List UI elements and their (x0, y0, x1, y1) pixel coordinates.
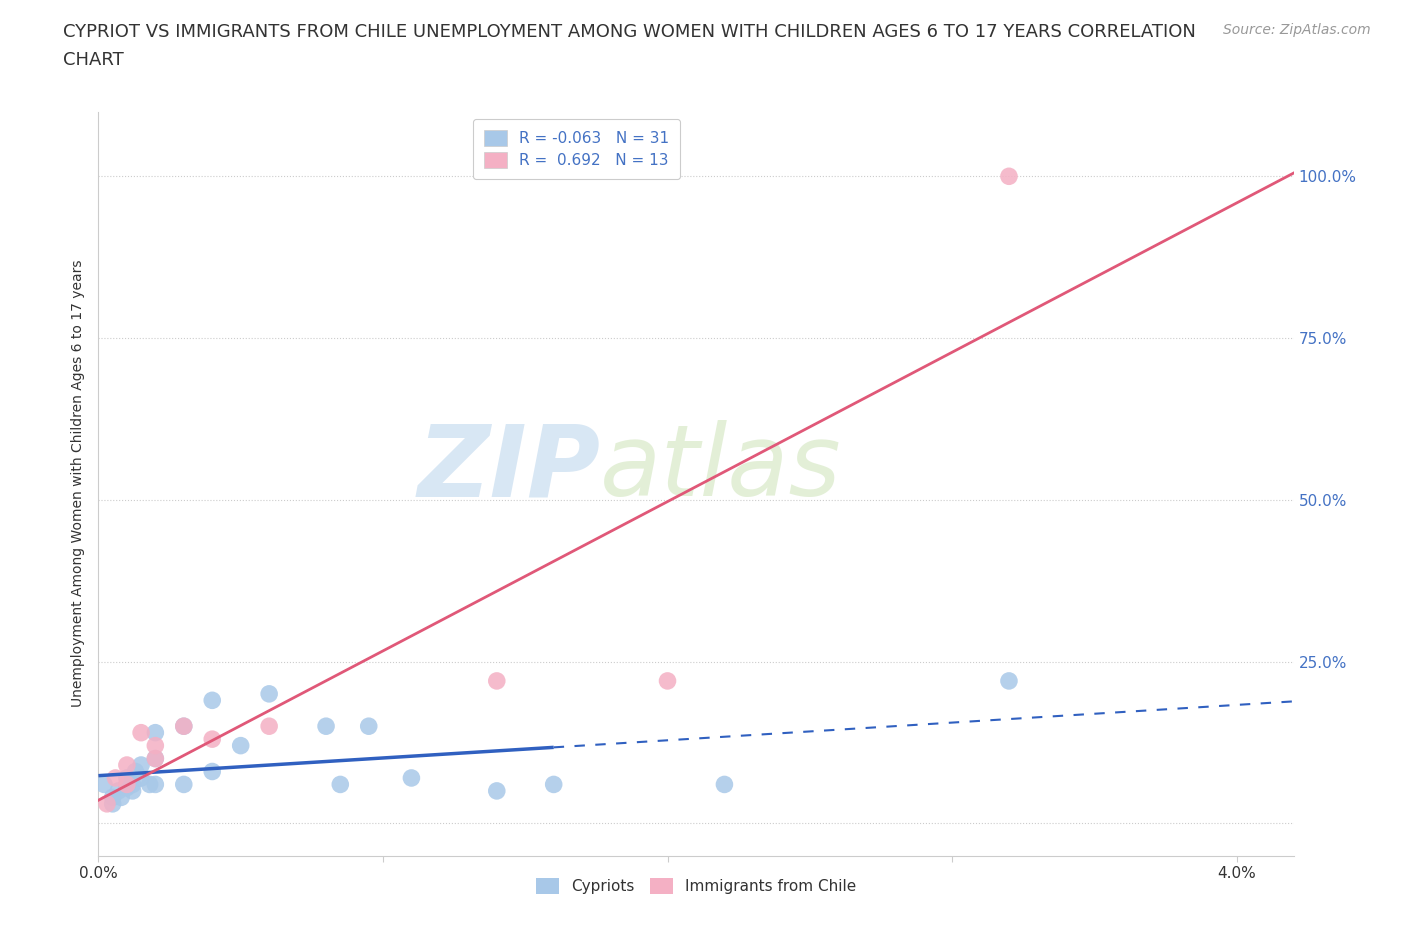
Point (115, 758, 138, 773)
Point (121, 783, 143, 798)
Point (115, 777, 138, 791)
Point (115, 777, 138, 791)
Point (315, 719, 337, 734)
Point (121, 777, 143, 791)
Point (143, 725, 166, 740)
Point (143, 777, 166, 791)
Point (115, 771, 138, 786)
Point (143, 751, 166, 766)
Point (173, 719, 195, 734)
Point (485, 783, 508, 798)
Point (201, 764, 224, 779)
Text: CHART: CHART (63, 51, 124, 69)
Point (124, 764, 146, 779)
Text: atlas: atlas (600, 420, 842, 517)
Point (401, 771, 423, 786)
Point (104, 771, 127, 786)
Point (357, 719, 380, 734)
Point (110, 790, 132, 804)
Point (107, 783, 129, 798)
Point (96, 796, 118, 811)
Point (713, 777, 735, 791)
Text: Source: ZipAtlas.com: Source: ZipAtlas.com (1223, 23, 1371, 37)
Point (138, 777, 160, 791)
Point (657, 673, 679, 688)
Text: CYPRIOT VS IMMIGRANTS FROM CHILE UNEMPLOYMENT AMONG WOMEN WITH CHILDREN AGES 6 T: CYPRIOT VS IMMIGRANTS FROM CHILE UNEMPLO… (63, 23, 1197, 41)
Point (115, 780, 138, 795)
Point (173, 777, 195, 791)
Point (143, 751, 166, 766)
Point (485, 673, 508, 688)
Point (129, 725, 152, 740)
Point (101, 790, 124, 804)
Point (229, 738, 252, 753)
Point (129, 771, 152, 786)
Point (201, 732, 224, 747)
Point (201, 693, 224, 708)
Point (93, 777, 115, 791)
Point (257, 686, 280, 701)
Point (173, 719, 195, 734)
Y-axis label: Unemployment Among Women with Children Ages 6 to 17 years: Unemployment Among Women with Children A… (72, 259, 86, 708)
Point (329, 777, 352, 791)
Point (998, 673, 1021, 688)
Point (101, 796, 124, 811)
Point (143, 738, 166, 753)
Legend: Cypriots, Immigrants from Chile: Cypriots, Immigrants from Chile (530, 871, 862, 900)
Point (129, 758, 152, 773)
Text: ZIP: ZIP (418, 420, 600, 517)
Point (998, 169, 1021, 184)
Point (257, 719, 280, 734)
Point (543, 777, 565, 791)
